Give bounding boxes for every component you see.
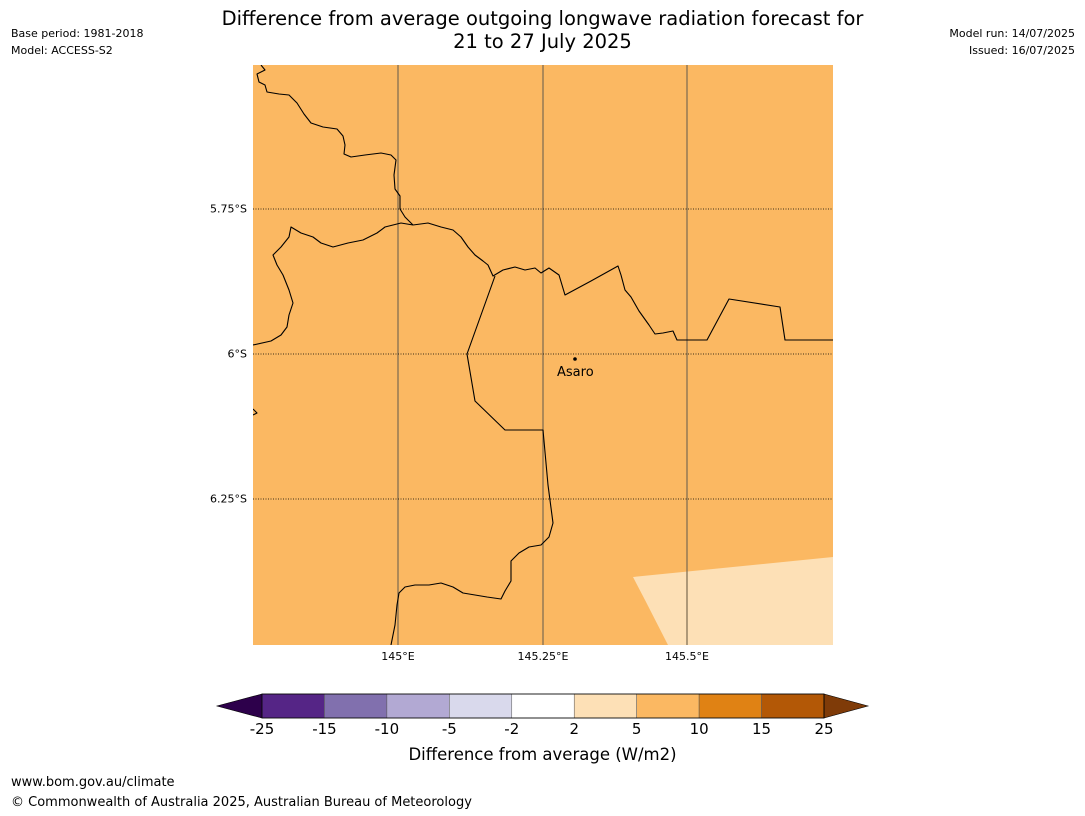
- issued-text: Issued: 16/07/2025: [968, 44, 1075, 57]
- map-panel: [253, 65, 833, 645]
- colorbar-segment: [698, 693, 762, 719]
- lon-label-145-5e: 145.5°E: [665, 650, 709, 663]
- colorbar-segment: [449, 693, 513, 719]
- asaro-marker: [573, 357, 577, 361]
- colorbar-tick-label: -15: [312, 720, 337, 738]
- title-line-1: Difference from average outgoing longwav…: [221, 7, 864, 30]
- lat-label-5-75s: 5.75°S: [210, 202, 247, 216]
- asaro-label: Asaro: [557, 365, 594, 380]
- colorbar-tick-label: -10: [374, 720, 400, 738]
- boundary-north-west: [256, 65, 414, 226]
- colorbar-frame: [261, 693, 825, 719]
- colorbar-over-arrow: [823, 693, 870, 719]
- lon-label-145-25e: 145.25°E: [517, 650, 569, 663]
- colorbar-segment: [261, 693, 325, 719]
- colorbar-label: Difference from average (W/m2): [408, 745, 677, 764]
- colorbar-under-arrow: [215, 693, 263, 719]
- colorbar: [215, 693, 870, 719]
- colorbar-tick-label: 2: [569, 720, 579, 738]
- footer-url: www.bom.gov.au/climate: [11, 775, 175, 790]
- lon-label-145e: 145°E: [381, 650, 415, 663]
- model-text: Model: ACCESS-S2: [11, 44, 113, 57]
- title-line-2: 21 to 27 July 2025: [453, 30, 632, 53]
- model-run-text: Model run: 14/07/2025: [949, 27, 1075, 40]
- colorbar-tick-label: 10: [689, 720, 709, 738]
- meta-left: Base period: 1981-2018 Model: ACCESS-S2: [11, 25, 143, 59]
- colorbar-segment: [386, 693, 450, 719]
- boundary-north-east: [412, 222, 833, 341]
- footer-copyright: © Commonwealth of Australia 2025, Austra…: [11, 795, 472, 810]
- colorbar-segment: [636, 693, 700, 719]
- boundary-central-east: [253, 222, 414, 346]
- low-anomaly-region: [633, 557, 833, 645]
- colorbar-tick-label: 5: [631, 720, 642, 738]
- meta-right: Model run: 14/07/2025 Issued: 16/07/2025: [949, 25, 1075, 59]
- boundary-district-asaro: [390, 275, 554, 645]
- boundary-west-edge: [253, 408, 258, 416]
- colorbar-tick-label: -5: [441, 720, 457, 738]
- colorbar-tick-label: -2: [504, 720, 520, 738]
- colorbar-tick-label: 25: [814, 720, 834, 738]
- colorbar-tick-label: -25: [249, 720, 275, 738]
- base-period-text: Base period: 1981-2018: [11, 27, 144, 40]
- colorbar-segment: [761, 693, 825, 719]
- colorbar-segment: [511, 693, 575, 719]
- chart-title: Difference from average outgoing longwav…: [150, 7, 935, 53]
- colorbar-tick-label: 15: [752, 720, 772, 738]
- lat-label-6s: 6°S: [227, 347, 247, 361]
- colorbar-segment: [324, 693, 388, 719]
- lat-label-6-25s: 6.25°S: [210, 492, 247, 506]
- colorbar-segment: [573, 693, 637, 719]
